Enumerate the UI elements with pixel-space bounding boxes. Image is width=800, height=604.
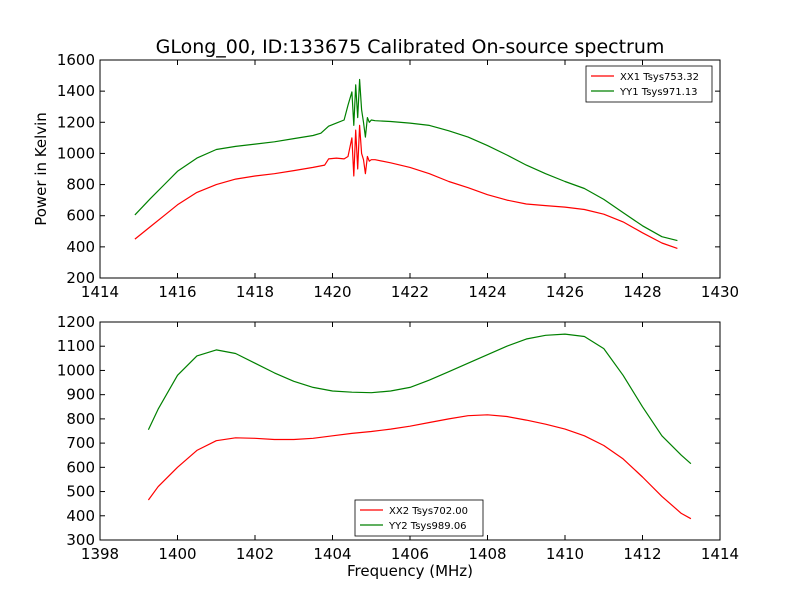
- top-x-tick-label: 1430: [701, 283, 739, 301]
- bottom-legend: XX2 Tsys702.00 YY2 Tsys989.06: [354, 499, 484, 537]
- bottom-y-tick-label: 300: [66, 531, 95, 549]
- bottom-x-tick-label: 1404: [313, 545, 351, 563]
- bottom-y-tick-label: 800: [66, 410, 95, 428]
- bottom-x-tick-label: 1410: [546, 545, 584, 563]
- bottom-x-tick-label: 1398: [81, 545, 119, 563]
- bottom-series-line-1: [147, 414, 692, 520]
- top-y-axis-label: Power in Kelvin: [32, 112, 50, 226]
- top-series-line-1: [134, 124, 678, 249]
- top-series-line-2: [134, 78, 678, 242]
- bottom-y-tick-label: 900: [66, 386, 95, 404]
- bottom-y-tick-label: 1100: [57, 337, 95, 355]
- top-y-tick-label: 1600: [57, 51, 95, 69]
- bottom-y-tick-label: 1000: [57, 361, 95, 379]
- bottom-legend-box: [354, 499, 484, 537]
- bottom-x-tick-label: 1406: [391, 545, 429, 563]
- top-x-tick-label: 1418: [236, 283, 274, 301]
- top-y-tick-label: 1200: [57, 113, 95, 131]
- bottom-x-tick-label: 1408: [468, 545, 506, 563]
- bottom-x-tick-label: 1412: [623, 545, 661, 563]
- top-y-tick-label: 400: [66, 238, 95, 256]
- top-x-tick-label: 1428: [623, 283, 661, 301]
- top-x-tick-label: 1420: [313, 283, 351, 301]
- bottom-x-axis-label: Frequency (MHz): [347, 562, 473, 580]
- top-x-tick-label: 1422: [391, 283, 429, 301]
- bottom-x-tick-label: 1402: [236, 545, 274, 563]
- top-y-tick-label: 600: [66, 207, 95, 225]
- bottom-series-line-2: [147, 333, 692, 465]
- top-x-tick-label: 1426: [546, 283, 584, 301]
- bottom-y-tick-label: 600: [66, 458, 95, 476]
- top-legend: XX1 Tsys753.32 YY1 Tsys971.13: [585, 65, 713, 103]
- top-legend-box: [585, 65, 713, 103]
- top-y-tick-label: 1400: [57, 82, 95, 100]
- bottom-y-tick-label: 1200: [57, 313, 95, 331]
- bottom-x-tick-label: 1400: [158, 545, 196, 563]
- top-y-tick-label: 200: [66, 269, 95, 287]
- bottom-x-tick-label: 1414: [701, 545, 739, 563]
- bottom-y-tick-label: 500: [66, 483, 95, 501]
- top-legend-label-2: YY1 Tsys971.13: [619, 87, 698, 98]
- figure-title: GLong_00, ID:133675 Calibrated On-source…: [156, 36, 665, 58]
- top-x-tick-label: 1414: [81, 283, 119, 301]
- bottom-y-tick-label: 400: [66, 507, 95, 525]
- top-x-tick-label: 1424: [468, 283, 506, 301]
- bottom-legend-label-1: XX2 Tsys702.00: [389, 506, 468, 517]
- top-y-tick-label: 1000: [57, 144, 95, 162]
- top-panel: 1414 1416 1418 1420 1422 1424 1426 1428 1430 200 4…: [32, 51, 739, 301]
- top-y-tick-label: 800: [66, 176, 95, 194]
- top-x-tick-label: 1416: [158, 283, 196, 301]
- bottom-legend-label-2: YY2 Tsys989.06: [388, 521, 467, 532]
- bottom-panel: 1398 1400 1402 1404 1406 1408 1410 1412 1414 300 4…: [57, 313, 739, 580]
- bottom-y-tick-label: 700: [66, 434, 95, 452]
- top-legend-label-1: XX1 Tsys753.32: [620, 72, 699, 83]
